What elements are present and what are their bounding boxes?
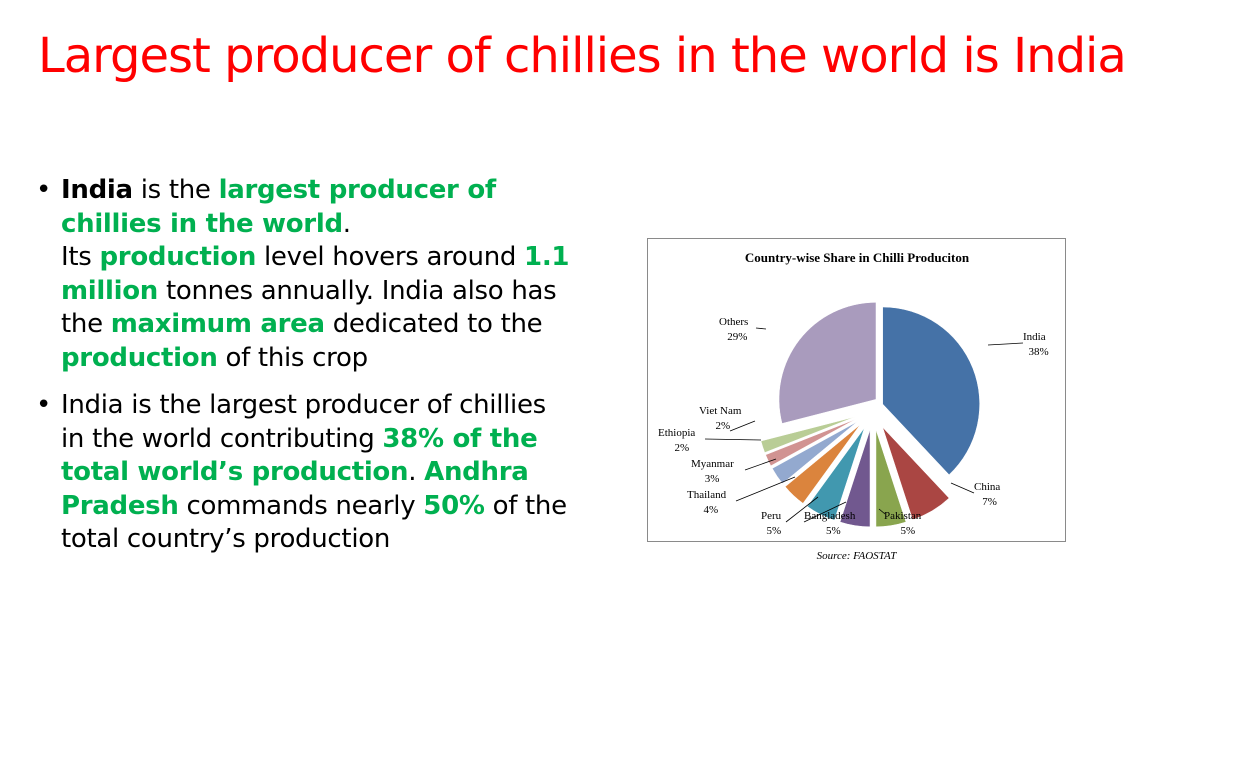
pie-chart-svg: Country-wise Share in Chilli Produciton … <box>658 250 1049 537</box>
highlight-text: production <box>61 342 218 373</box>
slice-label: Pakistan <box>884 510 922 522</box>
leader-line <box>878 508 886 515</box>
pie-slice-thailand <box>784 424 861 504</box>
body-text: level hovers around <box>256 242 525 272</box>
body-text: tonnes annually. India also has the <box>61 275 557 340</box>
slice-label: Bangladesh <box>804 510 856 522</box>
body-text: of this crop <box>217 342 369 373</box>
pie-slice-ethiopia <box>765 418 856 467</box>
slice-value-label: 4% <box>704 504 719 516</box>
bullet-text: India is the largest producer of chillie… <box>61 390 567 554</box>
leader-line <box>744 458 777 471</box>
slice-label: Others <box>719 316 748 328</box>
pie-slice-viet-nam <box>760 416 856 453</box>
slice-value-label: 5% <box>767 525 782 537</box>
body-text: . <box>342 208 351 239</box>
body-text: . <box>408 457 425 487</box>
leader-line <box>803 501 847 523</box>
body-text: is the <box>132 175 219 205</box>
pie-slice-india <box>882 306 980 476</box>
bullet-glyph: • <box>36 390 52 420</box>
body-text: Its <box>61 242 100 272</box>
slice-value-label: 2% <box>716 420 731 432</box>
pie-slice-myanmar <box>771 421 858 484</box>
slice-label: Viet Nam <box>699 405 742 417</box>
slice-value-label: 29% <box>727 331 747 343</box>
slice-label: Myanmar <box>691 458 734 470</box>
highlight-text: Andhra Pradesh <box>61 457 529 521</box>
bullet-text: India is the largest producer of chillie… <box>61 175 570 373</box>
body-text: dedicated to the <box>324 309 543 339</box>
chart-source: Source: FAOSTAT <box>816 550 897 562</box>
body-text: commands nearly <box>178 490 424 521</box>
slice-value-label: 2% <box>675 442 690 454</box>
slice-label: Thailand <box>687 489 727 501</box>
slide-title: Largest producer of chillies in the worl… <box>38 28 1127 84</box>
bold-text: India <box>61 175 133 205</box>
bullet-glyph: • <box>36 175 52 205</box>
highlight-text: 38% of the total world’s production <box>61 423 538 488</box>
slice-label: Peru <box>761 510 782 522</box>
leader-line <box>735 476 796 502</box>
highlight-text: 1.1 million <box>61 242 570 306</box>
slice-value-label: 5% <box>826 525 841 537</box>
bullet-item-2: • India is the largest producer of chill… <box>36 389 576 557</box>
leader-line <box>729 420 756 432</box>
leader-line <box>785 496 819 523</box>
pie-slice-pakistan <box>875 429 907 528</box>
leader-line <box>755 327 767 330</box>
slice-label: Ethiopia <box>658 427 695 439</box>
highlight-text: largest producer of chillies in the worl… <box>61 175 496 239</box>
pie-slice-bangladesh <box>839 429 871 528</box>
leader-line <box>950 482 975 494</box>
highlight-text: production <box>99 242 257 272</box>
leader-line <box>987 342 1024 346</box>
slice-value-label: 3% <box>705 473 720 485</box>
body-text: of the total country’s production <box>61 490 567 555</box>
leader-line <box>704 438 762 441</box>
slice-value-label: 7% <box>982 496 997 508</box>
pie-chart: Country-wise Share in Chilli Produciton … <box>647 238 1066 542</box>
highlight-text: 50% <box>423 490 485 521</box>
body-text: India is the largest producer of chillie… <box>61 390 546 454</box>
highlight-text: maximum area <box>110 309 325 339</box>
bullet-item-1: • India is the largest producer of chill… <box>36 174 576 375</box>
chart-title: Country-wise Share in Chilli Produciton <box>745 250 970 265</box>
slice-label: India <box>1023 331 1046 343</box>
slice-value-label: 5% <box>901 525 916 537</box>
bullet-list: • India is the largest producer of chill… <box>36 174 576 571</box>
slice-value-label: 38% <box>1029 346 1049 358</box>
pie-slice-china <box>882 427 950 520</box>
slice-label: China <box>974 481 1000 493</box>
pie-slice-others <box>778 302 877 424</box>
